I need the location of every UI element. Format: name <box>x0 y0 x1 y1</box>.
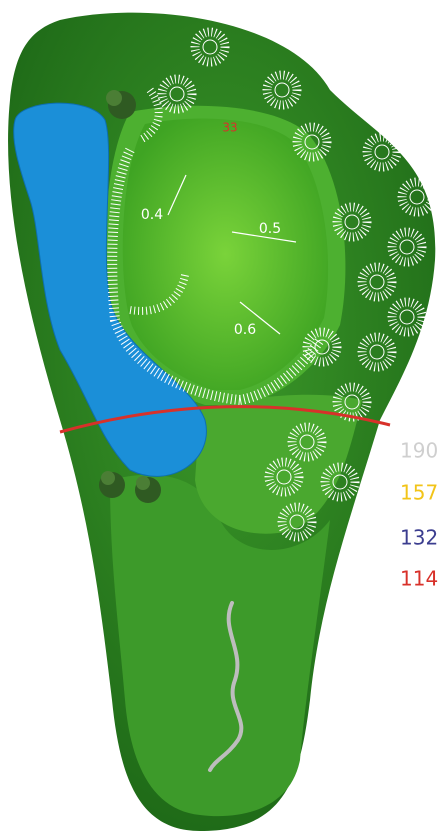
slope-label: 0.5 <box>259 221 281 237</box>
cart-path <box>208 601 244 772</box>
approach <box>195 394 362 534</box>
distance-label: 132 <box>400 526 438 550</box>
slope-arrows <box>167 174 297 335</box>
green <box>122 118 329 391</box>
fairway <box>110 474 330 817</box>
bush-trees <box>99 90 161 503</box>
slope-label: 0.4 <box>141 207 163 223</box>
bunker-edges <box>107 87 325 405</box>
distance-label: 157 <box>400 481 438 505</box>
distance-label: 190 <box>400 439 438 463</box>
pin-label: 33 <box>222 121 237 135</box>
slope-label: 0.6 <box>234 322 256 338</box>
water <box>13 102 207 477</box>
distance-label: 114 <box>400 567 438 591</box>
distance-arc <box>59 405 391 434</box>
